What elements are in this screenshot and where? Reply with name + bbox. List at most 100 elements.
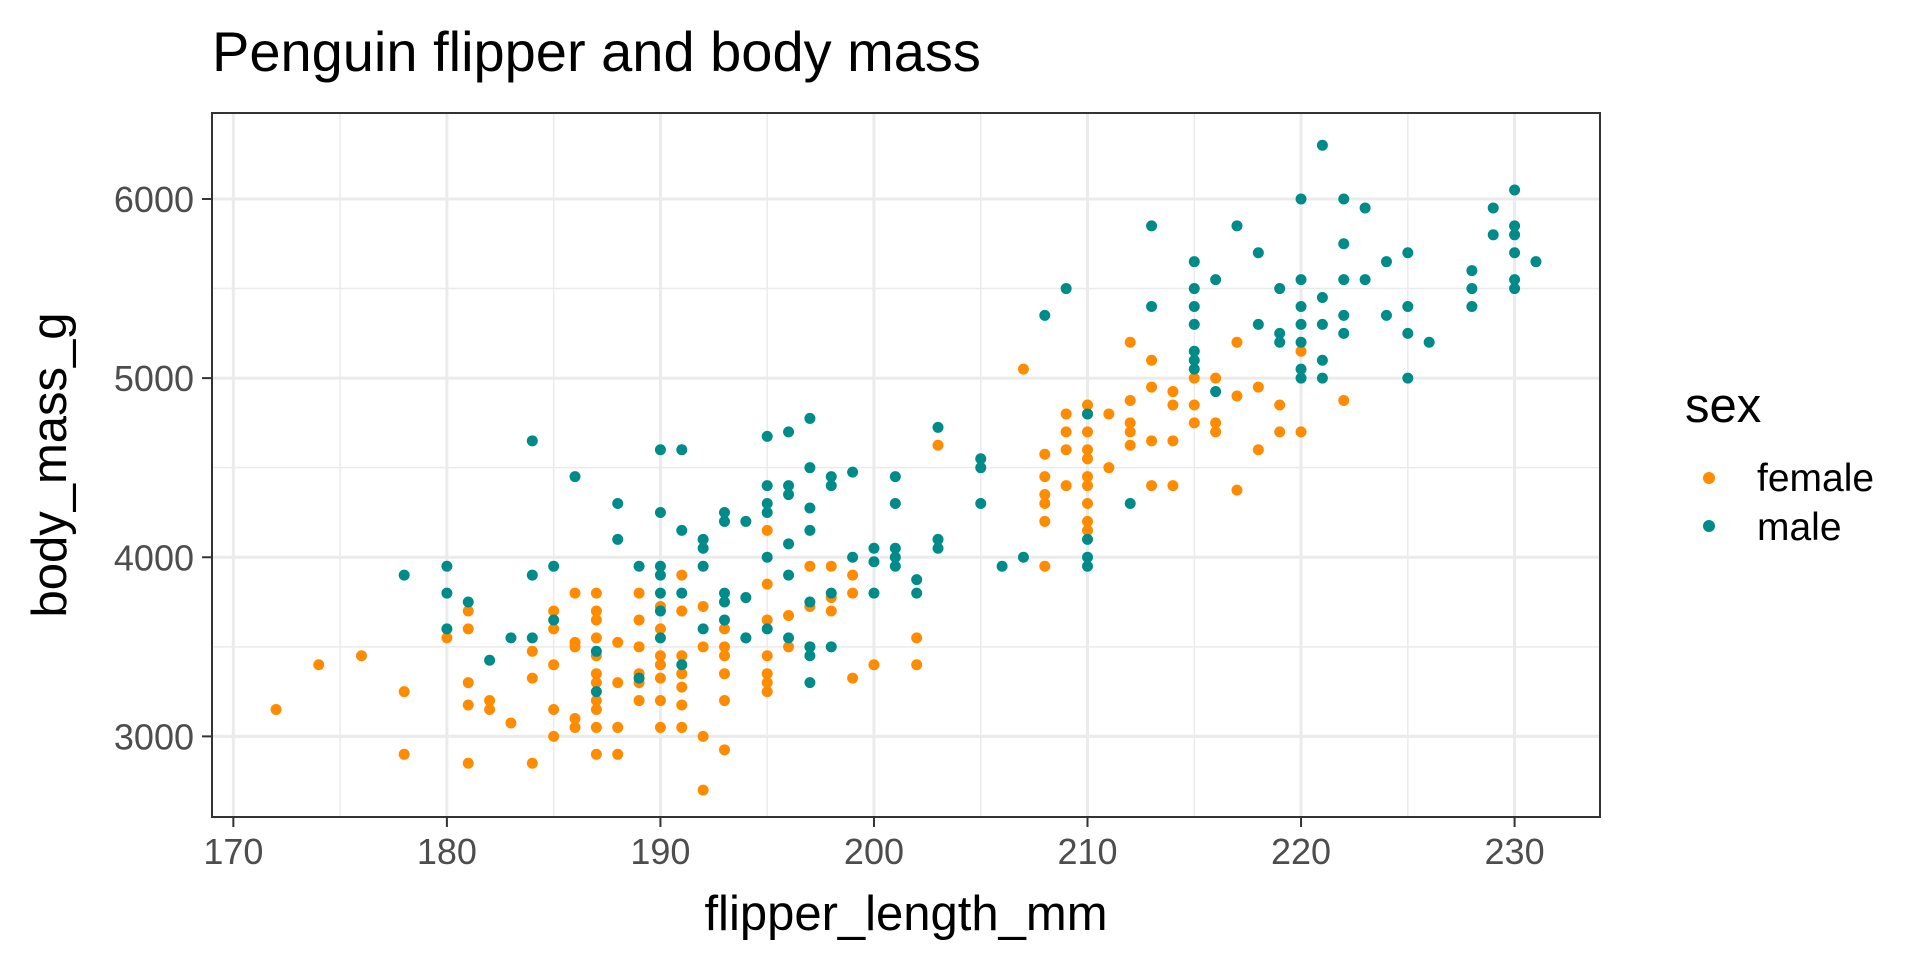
data-point-male: [783, 538, 795, 550]
data-point-male: [1082, 551, 1094, 563]
data-point-male: [1316, 292, 1328, 304]
legend-label-female: female: [1757, 457, 1874, 500]
data-point-male: [804, 524, 816, 536]
data-point-female: [1210, 417, 1222, 429]
data-point-male: [975, 462, 987, 474]
data-point-female: [398, 748, 410, 760]
legend-key-female: [1703, 472, 1715, 484]
data-point-female: [612, 748, 624, 760]
data-point-female: [654, 623, 666, 635]
data-point-male: [1402, 247, 1414, 259]
data-point-male: [484, 654, 496, 666]
data-point-female: [1039, 448, 1051, 460]
data-point-female: [654, 650, 666, 662]
data-point-female: [526, 645, 538, 657]
data-point-male: [889, 498, 901, 510]
data-point-female: [1167, 480, 1179, 492]
data-point-female: [1124, 426, 1136, 438]
plot-panel: [212, 113, 1600, 817]
data-point-male: [804, 596, 816, 608]
data-point-female: [1295, 426, 1307, 438]
data-point-male: [1509, 247, 1521, 259]
data-point-male: [1082, 560, 1094, 572]
data-point-male: [398, 569, 410, 581]
data-point-male: [633, 560, 645, 572]
data-point-female: [761, 668, 773, 680]
data-point-female: [718, 650, 730, 662]
data-point-male: [1252, 318, 1264, 330]
data-point-male: [761, 506, 773, 518]
data-point-female: [1060, 426, 1072, 438]
data-point-female: [825, 560, 837, 572]
data-point-male: [783, 426, 795, 438]
data-point-male: [1295, 274, 1307, 286]
data-point-male: [932, 533, 944, 545]
data-point-female: [847, 587, 859, 599]
data-point-male: [783, 489, 795, 501]
data-point-male: [676, 587, 688, 599]
data-point-male: [654, 587, 666, 599]
data-point-male: [868, 556, 880, 568]
y-axis-title: body_mass_g: [23, 312, 77, 617]
data-point-male: [1530, 256, 1542, 268]
data-point-female: [1231, 390, 1243, 402]
data-point-male: [1188, 283, 1200, 295]
data-point-female: [1039, 560, 1051, 572]
data-point-female: [484, 704, 496, 716]
data-point-male: [1295, 336, 1307, 348]
data-point-male: [740, 592, 752, 604]
data-point-female: [590, 748, 602, 760]
data-point-male: [1402, 300, 1414, 312]
data-point-male: [1082, 408, 1094, 420]
data-point-female: [1103, 462, 1115, 474]
data-point-female: [654, 659, 666, 671]
data-point-female: [526, 757, 538, 769]
y-axis: 3000 4000 5000 6000: [114, 179, 212, 757]
data-point-male: [1359, 274, 1371, 286]
data-point-male: [1487, 202, 1499, 214]
data-point-male: [612, 498, 624, 510]
data-point-female: [569, 712, 581, 724]
data-point-male: [1380, 309, 1392, 321]
data-point-male: [1359, 202, 1371, 214]
data-point-female: [398, 686, 410, 698]
data-point-female: [270, 704, 282, 716]
data-point-male: [975, 498, 987, 510]
legend-key-male: [1703, 520, 1715, 532]
data-point-male: [1210, 274, 1222, 286]
data-point-female: [654, 695, 666, 707]
data-point-female: [612, 721, 624, 733]
data-point-male: [526, 435, 538, 447]
data-point-female: [1167, 386, 1179, 398]
data-point-female: [1338, 395, 1350, 407]
data-point-female: [676, 721, 688, 733]
data-point-male: [804, 412, 816, 424]
data-point-female: [612, 677, 624, 689]
data-point-male: [505, 632, 517, 644]
data-point-male: [1338, 274, 1350, 286]
data-point-female: [1082, 444, 1094, 456]
data-point-male: [868, 542, 880, 554]
data-point-male: [761, 623, 773, 635]
data-point-female: [590, 668, 602, 680]
x-tick-label: 190: [630, 831, 690, 872]
data-point-female: [1146, 381, 1158, 393]
data-point-male: [932, 542, 944, 554]
data-point-female: [355, 650, 367, 662]
data-point-female: [548, 659, 560, 671]
data-point-male: [761, 480, 773, 492]
data-point-female: [462, 605, 474, 617]
legend: sex female male: [1685, 379, 1874, 549]
data-point-female: [1082, 471, 1094, 483]
data-point-female: [1082, 515, 1094, 527]
data-point-male: [889, 551, 901, 563]
data-point-male: [911, 587, 923, 599]
data-point-female: [590, 632, 602, 644]
data-point-male: [783, 569, 795, 581]
data-point-male: [1188, 318, 1200, 330]
data-point-male: [1316, 354, 1328, 366]
data-point-male: [697, 542, 709, 554]
data-point-male: [1274, 283, 1286, 295]
data-point-male: [1188, 345, 1200, 357]
data-point-male: [1423, 336, 1435, 348]
